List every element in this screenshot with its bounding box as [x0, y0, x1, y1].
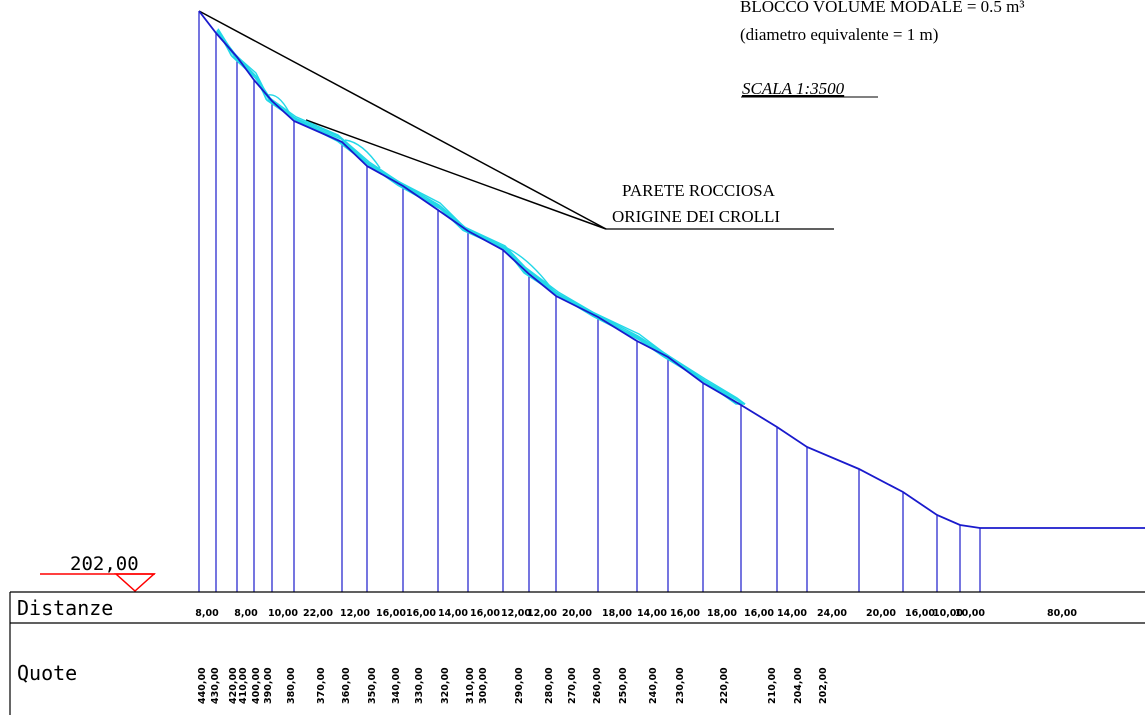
- distances-row-label: Distanze: [17, 596, 113, 620]
- height-value: 420,00: [228, 667, 239, 704]
- height-value: 300,00: [478, 667, 489, 704]
- block-volume-label: BLOCCO VOLUME MODALE = 0.5 m³: [740, 0, 1024, 16]
- distance-value: 12,00: [527, 608, 557, 619]
- trajectory-bounce-arc: [344, 139, 381, 169]
- distance-value: 18,00: [707, 608, 737, 619]
- height-value: 280,00: [544, 667, 555, 704]
- height-values: 440,00 430,00 420,00 410,00 400,00 390,00 380,…: [197, 667, 829, 704]
- height-value: 410,00: [238, 667, 249, 704]
- heights-row-label: Quote: [17, 661, 77, 685]
- height-value: 230,00: [675, 667, 686, 704]
- annotation-line-2: ORIGINE DEI CROLLI: [612, 207, 780, 226]
- distance-value: 16,00: [376, 608, 406, 619]
- height-value: 370,00: [316, 667, 327, 704]
- distance-value: 12,00: [501, 608, 531, 619]
- datum-label: 202,00: [70, 553, 139, 575]
- distance-values: 8,00 8,00 10,00 22,00 12,00 16,00 16,00 14,00 16…: [195, 608, 1077, 619]
- height-value: 350,00: [367, 667, 378, 704]
- height-value: 210,00: [767, 667, 778, 704]
- distance-value: 20,00: [562, 608, 592, 619]
- height-value: 270,00: [567, 667, 578, 704]
- distance-value: 20,00: [866, 608, 896, 619]
- height-value: 202,00: [818, 667, 829, 704]
- distance-value: 16,00: [670, 608, 700, 619]
- height-value: 320,00: [440, 667, 451, 704]
- annotation-line-1: PARETE ROCCIOSA: [622, 181, 776, 200]
- distance-value: 16,00: [406, 608, 436, 619]
- distance-value: 14,00: [637, 608, 667, 619]
- distance-value: 14,00: [438, 608, 468, 619]
- distance-value: 18,00: [602, 608, 632, 619]
- station-verticals: [198, 11, 981, 592]
- distance-value: 24,00: [817, 608, 847, 619]
- distance-value: 14,00: [777, 608, 807, 619]
- height-value: 400,00: [251, 667, 262, 704]
- leader-line-lower: [305, 119, 607, 230]
- distance-value: 16,00: [470, 608, 500, 619]
- height-value: 440,00: [197, 667, 208, 704]
- trajectory-bounce-arc: [499, 244, 556, 294]
- distance-value: 80,00: [1047, 608, 1077, 619]
- distance-value: 16,00: [905, 608, 935, 619]
- terrain-profile-line: [198, 10, 1145, 529]
- height-value: 220,00: [719, 667, 730, 704]
- height-value: 290,00: [514, 667, 525, 704]
- height-value: 310,00: [465, 667, 476, 704]
- height-value: 430,00: [210, 667, 221, 704]
- equivalent-diameter-label: (diametro equivalente = 1 m): [740, 25, 938, 44]
- height-value: 390,00: [263, 667, 274, 704]
- height-value: 360,00: [341, 667, 352, 704]
- height-value: 240,00: [648, 667, 659, 704]
- leader-line-upper: [198, 10, 607, 230]
- distance-value: 8,00: [234, 608, 258, 619]
- distance-value: 10,00: [955, 608, 985, 619]
- distance-value: 12,00: [340, 608, 370, 619]
- height-value: 204,00: [793, 667, 804, 704]
- datum-triangle-icon: [114, 573, 156, 593]
- distance-value: 10,00: [933, 608, 963, 619]
- height-value: 340,00: [391, 667, 402, 704]
- height-value: 260,00: [592, 667, 603, 704]
- trajectory-path: [218, 30, 746, 405]
- distance-value: 16,00: [744, 608, 774, 619]
- distance-value: 10,00: [268, 608, 298, 619]
- distance-value: 22,00: [303, 608, 333, 619]
- height-value: 330,00: [414, 667, 425, 704]
- trajectory-bounce-arc: [267, 94, 293, 119]
- distance-value: 8,00: [195, 608, 219, 619]
- scale-label: SCALA 1:3500: [742, 79, 845, 98]
- height-value: 380,00: [286, 667, 297, 704]
- height-value: 250,00: [618, 667, 629, 704]
